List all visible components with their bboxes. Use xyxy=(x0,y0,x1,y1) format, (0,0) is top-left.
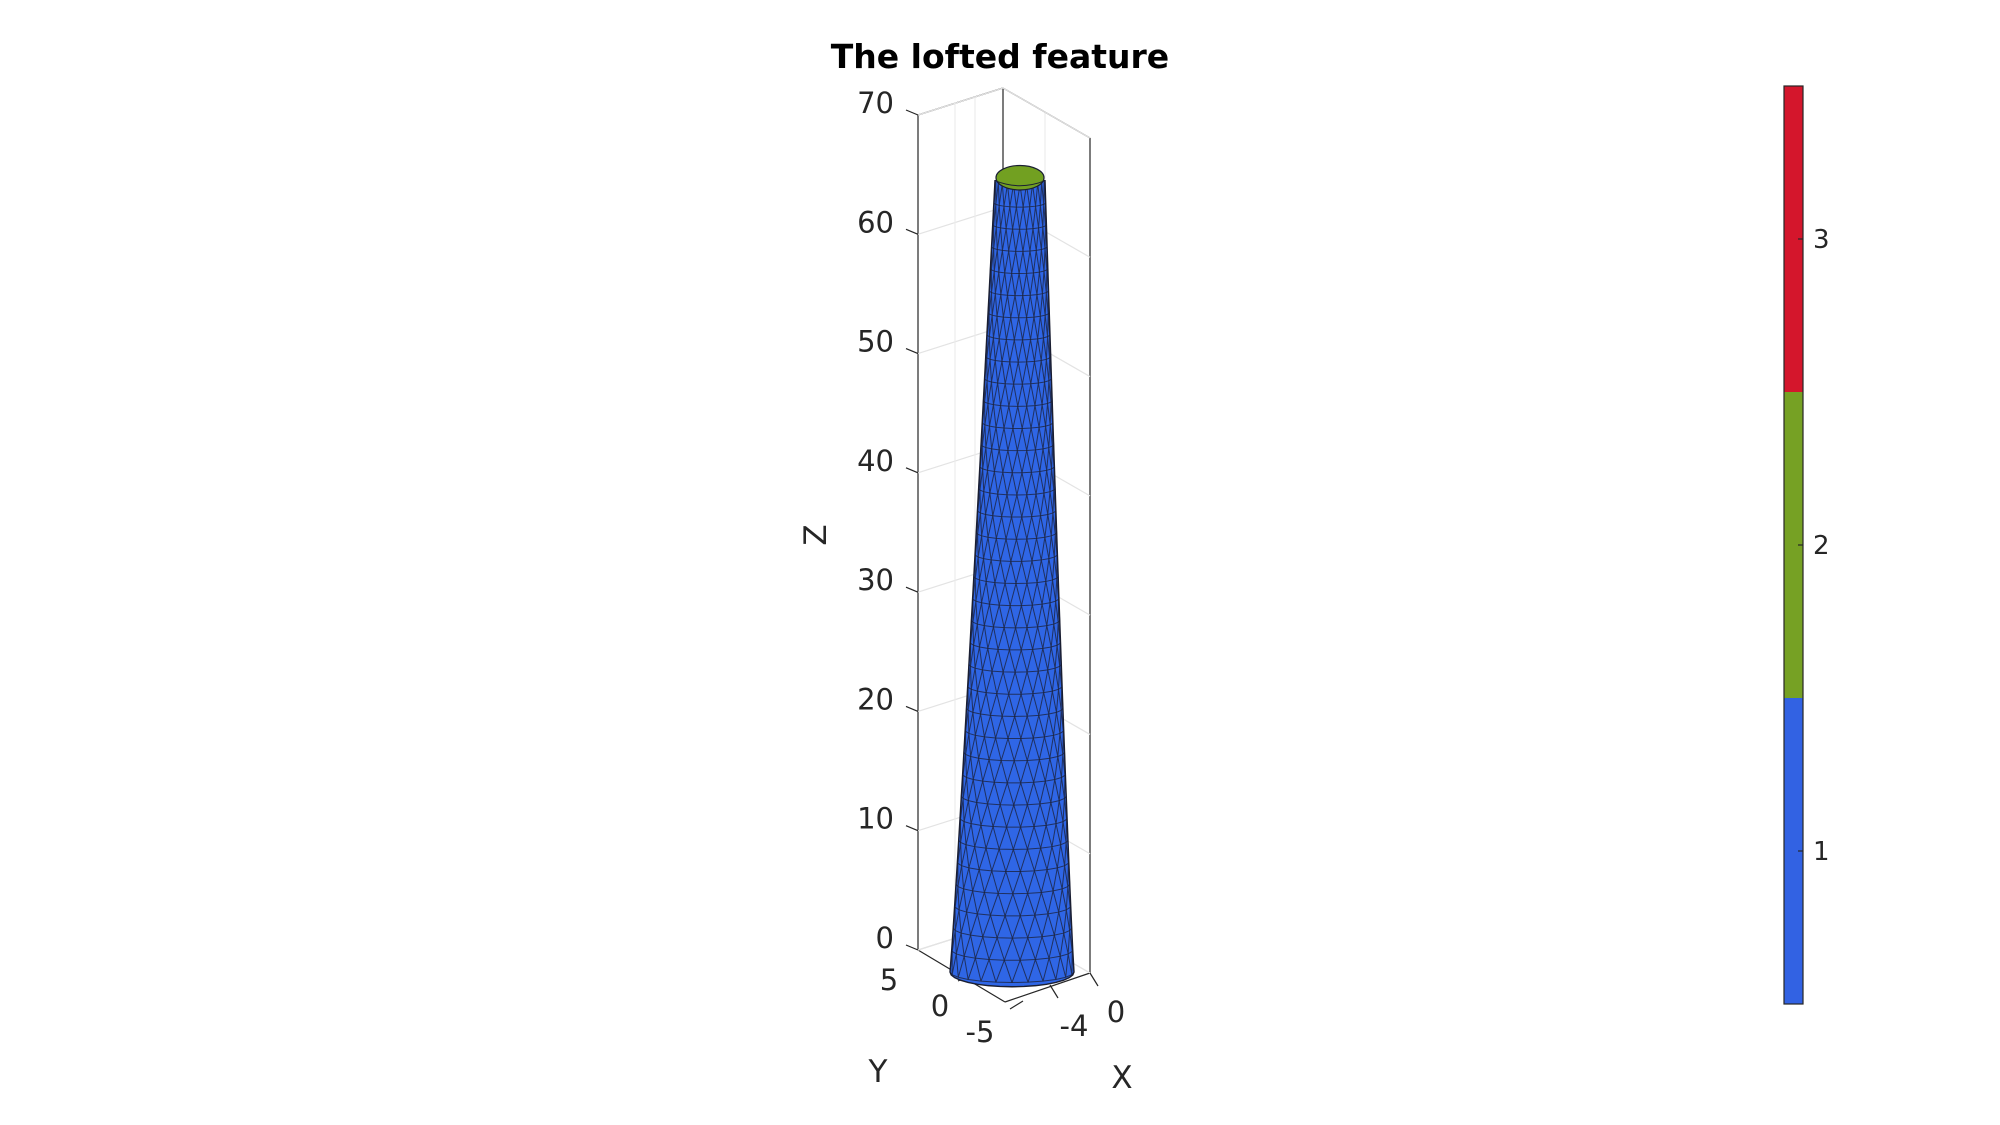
z-tick-label: 0 xyxy=(876,921,894,955)
z-tick-label: 30 xyxy=(857,563,894,597)
lofted-surface xyxy=(949,164,1075,988)
mesh-ring xyxy=(951,950,1073,961)
mesh-diagonal xyxy=(970,599,1061,628)
mesh-diagonal xyxy=(959,796,1068,828)
mesh-diagonal xyxy=(970,620,1061,651)
mesh-diagonal xyxy=(991,224,1048,252)
mesh-ring xyxy=(970,642,1061,651)
mesh-diagonal xyxy=(973,555,1059,584)
cap-rim xyxy=(994,180,1046,187)
mesh-diagonal xyxy=(979,444,1055,473)
mesh-diagonal xyxy=(988,268,1049,296)
z-tick-mark xyxy=(905,705,919,712)
mesh-diagonal xyxy=(952,907,1073,939)
mesh-diagonal xyxy=(967,664,1063,695)
mesh-diagonal xyxy=(965,687,1064,717)
mesh-diagonal xyxy=(985,335,1052,363)
y-tick-mark xyxy=(1009,1000,1024,1010)
mesh-diagonal xyxy=(982,400,1054,429)
mesh-ring xyxy=(982,422,1053,429)
mesh-ring xyxy=(962,774,1066,784)
mesh-diagonal xyxy=(989,247,1049,274)
z-tick-mark xyxy=(905,467,919,474)
mesh-diagonal xyxy=(975,511,1058,540)
x-tick-mark xyxy=(1049,984,1059,999)
mesh-diagonal xyxy=(978,467,1056,496)
mesh-ring xyxy=(965,730,1064,740)
z-axis-label: Z xyxy=(798,524,834,545)
mesh-diagonal xyxy=(958,819,1069,850)
mesh-diagonal xyxy=(977,488,1057,518)
mesh-diagonal xyxy=(993,180,1046,208)
z-tick-mark xyxy=(905,944,919,951)
axes-box-edge xyxy=(1004,972,1091,1003)
colorbar-tick-label: 1 xyxy=(1813,837,1830,867)
mesh-ring xyxy=(977,510,1056,518)
z-tick-mark xyxy=(905,348,919,355)
colorbar: 1 2 3 xyxy=(1783,85,1830,1005)
mesh-ring xyxy=(991,246,1048,252)
x-axis-label: X xyxy=(1111,1060,1132,1096)
mesh-diagonal xyxy=(987,291,1050,318)
mesh-diagonal xyxy=(984,356,1052,385)
mesh-ring xyxy=(960,818,1067,828)
x-tick-mark xyxy=(1089,972,1099,987)
xy-axis-ticks: 50-5 -4 0 xyxy=(880,963,1125,1049)
z-tick-mark xyxy=(905,586,919,593)
colorbar-tick-label: 2 xyxy=(1813,531,1830,561)
colorbar-segment xyxy=(1784,392,1803,698)
z-tick-mark xyxy=(905,109,919,116)
z-tick-label: 10 xyxy=(857,802,894,836)
y-axis-label: Y xyxy=(868,1054,888,1090)
z-tick-label: 20 xyxy=(857,682,894,716)
mesh-diagonal xyxy=(960,775,1067,806)
mesh-diagonal xyxy=(963,731,1066,761)
mesh-diagonal xyxy=(949,951,1075,983)
mesh-diagonal xyxy=(955,863,1071,894)
mesh-diagonal xyxy=(974,532,1058,562)
mesh-diagonal xyxy=(954,884,1071,917)
mesh-diagonal xyxy=(986,312,1051,340)
z-tick-label: 40 xyxy=(857,444,894,478)
mesh-ring xyxy=(972,598,1059,607)
y-tick-label: 5 xyxy=(880,963,898,997)
z-axis-ticks: 0 10 20 30 40 50 60 70 xyxy=(857,86,919,955)
mesh-diagonal xyxy=(980,423,1055,451)
mesh-ring xyxy=(954,906,1071,917)
mesh-diagonal xyxy=(968,643,1062,673)
mesh-ring xyxy=(989,290,1049,297)
colorbar-segment xyxy=(1784,698,1803,1004)
mesh-ring xyxy=(984,378,1052,385)
z-tick-label: 50 xyxy=(857,325,894,359)
z-tick-label: 70 xyxy=(857,86,894,120)
mesh-diagonal xyxy=(957,840,1069,872)
x-tick-label: 0 xyxy=(1107,995,1125,1029)
mesh-diagonal xyxy=(992,203,1047,230)
mesh-ring xyxy=(957,862,1069,872)
z-tick-mark xyxy=(905,228,919,235)
mesh-ring xyxy=(993,202,1046,208)
surface-top-cap xyxy=(995,164,1045,191)
mesh-diagonal xyxy=(982,379,1053,407)
colorbar-tick-label: 3 xyxy=(1813,225,1830,255)
z-tick-mark xyxy=(905,825,919,832)
y-tick-label: 0 xyxy=(931,989,949,1023)
mesh-diagonal xyxy=(972,576,1060,606)
mesh-diagonal xyxy=(951,928,1073,961)
mesh-ring xyxy=(979,466,1055,474)
x-tick-label: -4 xyxy=(1060,1009,1089,1043)
mesh-diagonal xyxy=(962,752,1066,783)
y-tick-label: -5 xyxy=(966,1015,995,1049)
colorbar-segment xyxy=(1784,86,1803,392)
mesh-ring xyxy=(967,686,1062,695)
z-tick-label: 60 xyxy=(857,205,894,239)
z-gridline xyxy=(917,87,1091,139)
mesh-ring xyxy=(986,334,1050,341)
chart-title: The lofted feature xyxy=(831,37,1169,76)
mesh-diagonal xyxy=(965,708,1064,739)
mesh-ring xyxy=(975,554,1058,562)
